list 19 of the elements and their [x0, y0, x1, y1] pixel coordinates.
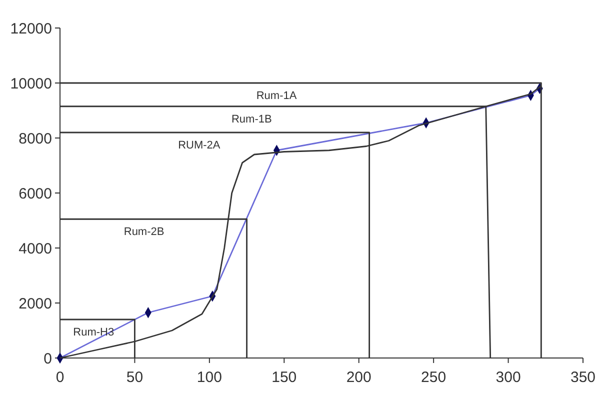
- series-label: RUM-2A: [178, 140, 221, 152]
- series-label: Rum-2B: [124, 226, 164, 238]
- x-tick-label: 300: [496, 369, 521, 386]
- series-label: Rum-1B: [231, 113, 272, 126]
- x-tick-label: 100: [196, 369, 222, 386]
- y-tick-label: 12000: [10, 20, 52, 38]
- x-tick-label: 250: [421, 369, 446, 386]
- x-tick-label: 50: [126, 369, 144, 386]
- y-tick-label: 4000: [18, 240, 52, 258]
- y-tick-label: 6000: [18, 185, 52, 202]
- y-tick-label: 2000: [18, 295, 52, 312]
- y-tick-label: 10000: [10, 75, 52, 92]
- x-tick-label: 350: [570, 369, 596, 386]
- y-tick-label: 8000: [18, 130, 52, 148]
- x-tick-label: 200: [346, 369, 372, 386]
- y-tick-label: 0: [44, 350, 52, 368]
- x-tick-label: 150: [272, 369, 297, 386]
- series-label: Rum-1A: [256, 90, 298, 102]
- x-tick-label: 0: [56, 369, 64, 386]
